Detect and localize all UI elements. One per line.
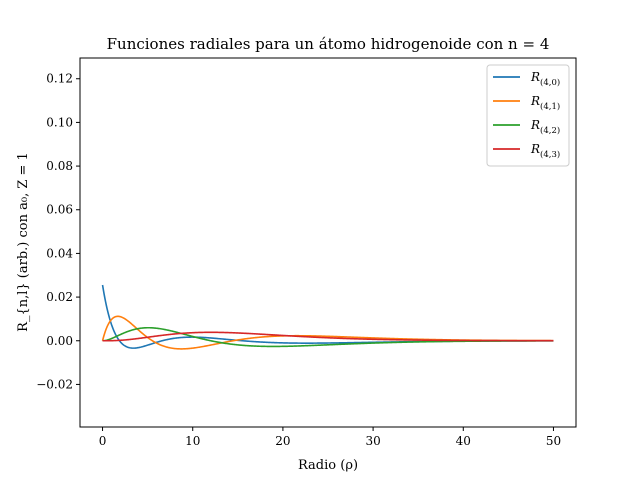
x-tick-label: 20 [275,434,290,448]
y-tick-label: −0.02 [36,377,73,391]
x-tick-label: 40 [456,434,471,448]
x-axis-ticks: 0 10 20 30 40 50 [99,427,561,448]
chart-title: Funciones radiales para un átomo hidroge… [107,35,550,53]
legend: R(4,0) R(4,1) R(4,2) R(4,3) [486,64,570,167]
y-tick-label: 0.06 [46,203,73,217]
series-line-3 [102,331,554,342]
x-tick-label: 0 [99,434,107,448]
legend-label-2: R(4,2) [530,118,560,136]
y-tick-label: 0.00 [46,334,73,348]
legend-label-1: R(4,1) [530,94,560,112]
legend-label-0: R(4,0) [530,70,560,88]
x-tick-label: 10 [185,434,200,448]
legend-box [486,64,570,167]
legend-label-3: R(4,3) [530,142,560,160]
y-axis-label: R_{n,l} (arb.) con a₀, Z = 1 [16,152,31,332]
x-tick-label: 30 [365,434,380,448]
y-axis-ticks: −0.02 0.00 0.02 0.04 0.06 0.08 0.10 0.12 [36,72,80,391]
y-tick-label: 0.10 [46,115,73,129]
x-axis-label: Radio (ρ) [298,458,358,473]
x-tick-label: 50 [546,434,561,448]
y-tick-label: 0.08 [46,159,73,173]
y-tick-label: 0.12 [46,72,73,86]
y-tick-label: 0.04 [46,246,73,260]
plot-lines [101,284,554,350]
plot-frame [79,57,577,428]
y-tick-label: 0.02 [46,290,73,304]
